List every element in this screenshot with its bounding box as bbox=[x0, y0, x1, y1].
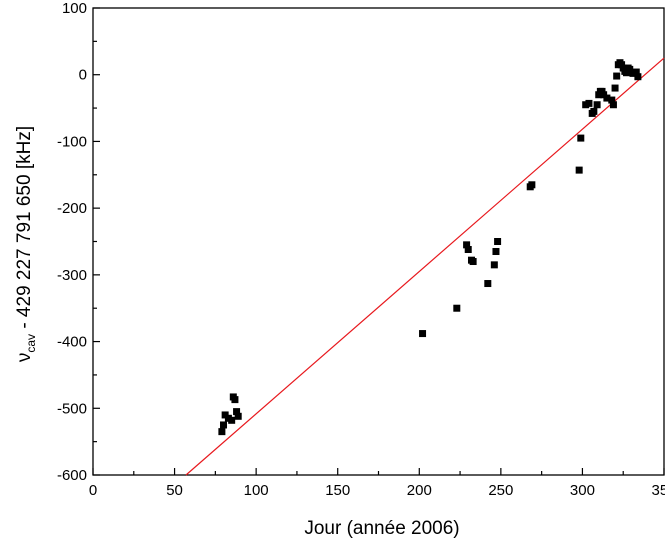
data-point bbox=[220, 421, 228, 429]
y-tick-label: -600 bbox=[57, 467, 87, 484]
data-points bbox=[218, 59, 642, 436]
data-point bbox=[613, 72, 621, 80]
x-tick-label: 0 bbox=[89, 482, 97, 499]
data-point bbox=[626, 65, 634, 73]
y-tick-label: 0 bbox=[79, 67, 87, 84]
fit-line-group bbox=[185, 57, 665, 476]
data-point bbox=[231, 396, 239, 404]
data-point bbox=[609, 101, 617, 109]
data-point bbox=[634, 73, 642, 81]
data-point bbox=[528, 181, 536, 189]
y-axis-title: νcav - 429 227 791 650 [kHz] bbox=[14, 126, 38, 362]
x-tick-label: 50 bbox=[166, 482, 183, 499]
x-tick-label: 300 bbox=[570, 482, 595, 499]
data-point bbox=[632, 68, 640, 76]
data-point bbox=[575, 166, 583, 174]
data-point bbox=[492, 248, 500, 256]
x-tick-label: 200 bbox=[407, 482, 432, 499]
x-tick-label: 150 bbox=[325, 482, 350, 499]
x-tick-label: 250 bbox=[488, 482, 513, 499]
data-point bbox=[590, 107, 598, 115]
data-point bbox=[463, 241, 471, 249]
y-axis-ticks: -600 -500 -400 -300 -200 -100 0 100 bbox=[57, 0, 100, 484]
linear-fit-line bbox=[185, 57, 665, 476]
x-tick-label: 100 bbox=[244, 482, 269, 499]
data-point bbox=[577, 134, 585, 142]
y-axis-title-rest: - 429 227 791 650 [kHz] bbox=[14, 126, 35, 334]
data-point bbox=[419, 330, 427, 338]
data-point bbox=[469, 258, 477, 266]
y-tick-label: -300 bbox=[57, 267, 87, 284]
y-axis-title-subscript: cav bbox=[24, 334, 38, 353]
data-point bbox=[234, 412, 242, 420]
data-point bbox=[228, 416, 236, 424]
data-point bbox=[218, 428, 226, 436]
data-point bbox=[464, 246, 472, 254]
y-tick-label: 100 bbox=[62, 0, 87, 17]
data-point bbox=[608, 96, 616, 104]
y-axis-title-symbol: ν bbox=[14, 353, 35, 363]
x-axis-ticks: 0 50 100 150 200 250 300 350 bbox=[89, 468, 665, 499]
plot-frame bbox=[92, 7, 665, 476]
data-point bbox=[494, 238, 502, 245]
data-point bbox=[453, 304, 461, 312]
data-point bbox=[611, 84, 619, 92]
data-point bbox=[484, 280, 492, 288]
y-tick-label: -100 bbox=[57, 133, 87, 150]
y-tick-label: -400 bbox=[57, 334, 87, 351]
y-tick-label: -200 bbox=[57, 200, 87, 217]
data-point bbox=[490, 261, 498, 269]
data-point bbox=[593, 101, 601, 109]
y-tick-label: -500 bbox=[57, 400, 87, 417]
data-point bbox=[603, 94, 611, 102]
data-point bbox=[233, 408, 241, 416]
x-tick-label: 350 bbox=[651, 482, 665, 499]
data-point bbox=[585, 99, 593, 107]
x-axis-title: Jour (année 2006) bbox=[304, 518, 459, 539]
